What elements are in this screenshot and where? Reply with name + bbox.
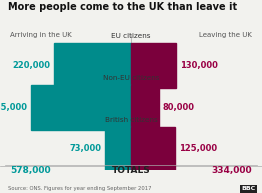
Text: Leaving the UK: Leaving the UK: [199, 32, 252, 38]
Text: Arriving in the UK: Arriving in the UK: [10, 32, 72, 38]
Text: British citizens: British citizens: [105, 117, 157, 123]
Text: Source: ONS. Figures for year ending September 2017: Source: ONS. Figures for year ending Sep…: [8, 186, 151, 191]
Bar: [131, 85, 159, 130]
Text: 334,000: 334,000: [211, 166, 252, 175]
Text: BBC: BBC: [241, 186, 255, 191]
Bar: [54, 43, 131, 88]
Text: 73,000: 73,000: [70, 145, 102, 153]
Text: 130,000: 130,000: [180, 61, 218, 70]
Text: More people come to the UK than leave it: More people come to the UK than leave it: [8, 2, 237, 12]
Bar: [131, 127, 175, 171]
Bar: [131, 43, 176, 88]
Text: 285,000: 285,000: [0, 103, 28, 112]
Bar: [31, 85, 131, 130]
Text: Non-EU citizens: Non-EU citizens: [103, 75, 159, 81]
Text: EU citizens: EU citizens: [111, 33, 151, 39]
Text: 220,000: 220,000: [12, 61, 50, 70]
Text: 125,000: 125,000: [179, 145, 217, 153]
Text: 578,000: 578,000: [10, 166, 51, 175]
Bar: [106, 127, 131, 171]
Text: TOTALS: TOTALS: [112, 166, 150, 175]
Text: 80,000: 80,000: [163, 103, 195, 112]
